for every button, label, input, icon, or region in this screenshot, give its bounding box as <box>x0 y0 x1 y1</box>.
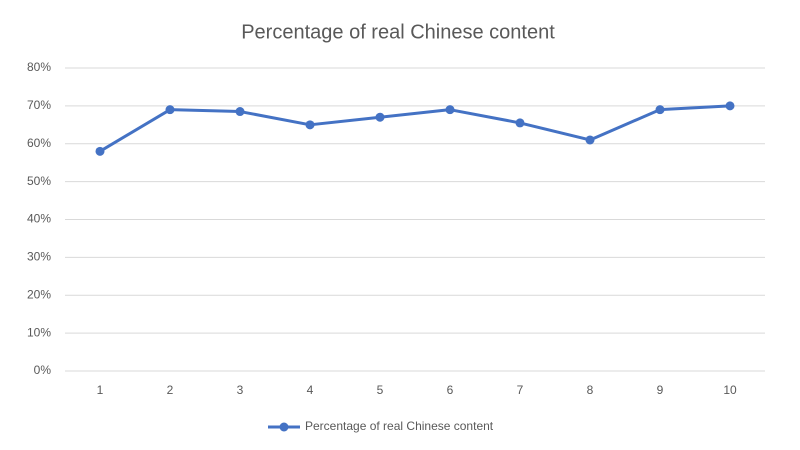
x-tick-label: 2 <box>167 383 174 397</box>
y-tick-label: 80% <box>27 60 51 74</box>
legend-marker <box>279 422 289 432</box>
x-tick-label: 3 <box>237 383 244 397</box>
chart-title: Percentage of real Chinese content <box>241 21 555 43</box>
data-point <box>515 118 525 128</box>
y-tick-label: 30% <box>27 250 51 264</box>
data-point <box>585 135 595 145</box>
y-tick-label: 40% <box>27 212 51 226</box>
x-tick-label: 1 <box>97 383 104 397</box>
data-point <box>375 112 385 122</box>
x-tick-label: 10 <box>723 383 737 397</box>
legend-label: Percentage of real Chinese content <box>305 419 494 433</box>
x-tick-label: 4 <box>307 383 314 397</box>
series-line <box>99 104 731 153</box>
x-tick-label: 9 <box>657 383 664 397</box>
x-tick-label: 6 <box>447 383 454 397</box>
data-point <box>165 105 175 115</box>
y-tick-label: 10% <box>27 325 51 339</box>
x-tick-label: 7 <box>517 383 524 397</box>
y-tick-label: 50% <box>27 174 51 188</box>
y-tick-label: 70% <box>27 98 51 112</box>
data-point <box>445 105 455 115</box>
data-point <box>655 105 665 115</box>
data-point <box>725 101 735 111</box>
y-tick-label: 60% <box>27 136 51 150</box>
y-tick-label: 0% <box>34 363 52 377</box>
y-tick-label: 20% <box>27 287 51 301</box>
data-point <box>235 107 245 117</box>
x-tick-label: 8 <box>587 383 594 397</box>
data-point <box>95 146 105 156</box>
x-tick-label: 5 <box>377 383 384 397</box>
data-point <box>305 120 315 130</box>
